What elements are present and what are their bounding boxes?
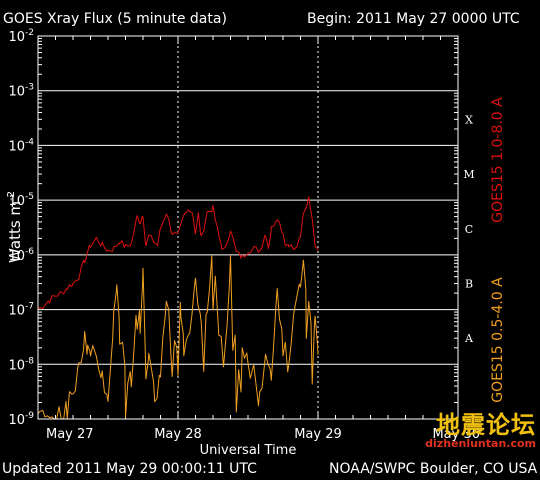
y-tick-label: 10-7 (8, 302, 34, 319)
y-tick-label: 10-2 (8, 28, 34, 45)
x-tick-label: May 27 (46, 427, 94, 442)
watermark-cn: 地震论坛 (436, 410, 536, 439)
watermark: 地震论坛 dizhenluntan.com (425, 412, 536, 450)
y-tick-label: 10-5 (8, 192, 34, 209)
watermark-url: dizhenluntan.com (425, 437, 536, 450)
flare-class-label: A (464, 332, 474, 345)
series-line-short (37, 255, 319, 420)
plot-frame (37, 35, 459, 420)
updated-time: Updated 2011 May 29 00:00:11 UTC (2, 461, 257, 477)
credit: NOAA/SWPC Boulder, CO USA (329, 461, 538, 477)
series-line-long (37, 196, 319, 310)
legend: GOES15 1.0-8.0 A GOES15 0.5-4.0 A (490, 97, 506, 403)
x-tick-labels: May 27 May 28 May 29 May 30 (46, 427, 480, 442)
flare-class-label: M (463, 168, 474, 181)
flare-class-label: X (465, 113, 473, 126)
y-tick-label: 10-4 (8, 137, 34, 154)
y-tick-label: 10-8 (8, 356, 34, 373)
x-tick-label: May 30 (432, 427, 480, 442)
flare-class-label: B (465, 277, 473, 290)
flare-class-labels: X M C B A (463, 113, 474, 345)
x-tick-label: May 29 (294, 427, 342, 442)
y-tick-labels: 10-2 10-3 10-4 10-5 10-6 10-7 10-8 10-9 (8, 28, 34, 428)
y-axis-label: Watts m-2 (6, 191, 24, 263)
begin-time: Begin: 2011 May 27 0000 UTC (307, 11, 520, 27)
y-tick-label: 10-6 (8, 247, 34, 264)
x-axis-label: Universal Time (200, 443, 297, 458)
chart-title: GOES Xray Flux (5 minute data) (3, 11, 227, 27)
y-tick-label: 10-3 (8, 83, 34, 100)
x-tick-label: May 28 (154, 427, 202, 442)
y-tick-label: 10-9 (8, 411, 34, 428)
legend-entry: GOES15 1.0-8.0 A (490, 97, 506, 223)
legend-entry: GOES15 0.5-4.0 A (490, 277, 506, 403)
chart-series (37, 196, 319, 420)
flare-class-label: C (465, 223, 473, 236)
